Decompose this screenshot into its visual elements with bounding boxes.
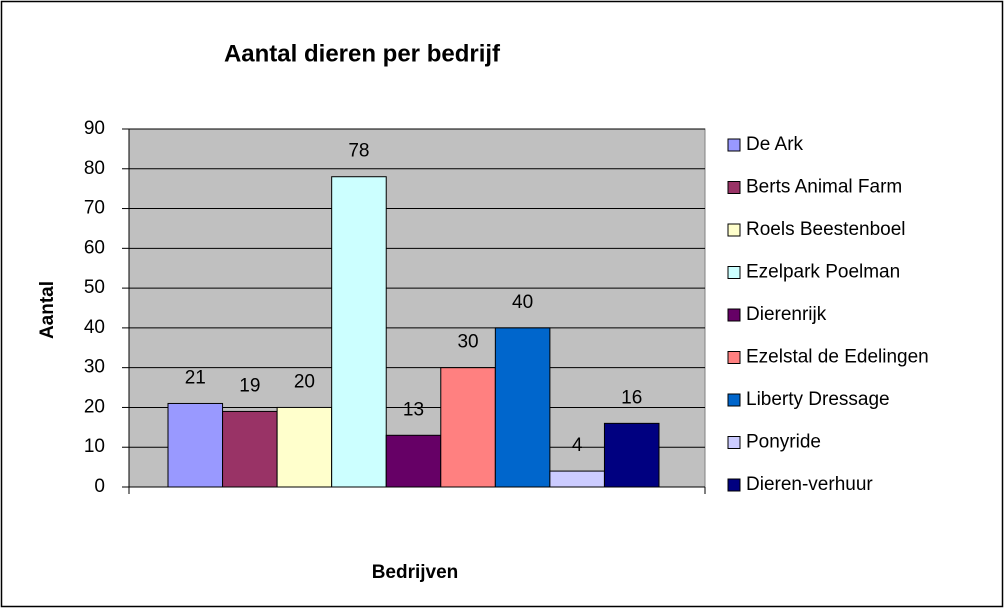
y-axis-label: Aantal: [37, 281, 58, 339]
legend-swatch: [727, 308, 741, 322]
legend-swatch: [727, 266, 741, 279]
data-label: 19: [239, 375, 260, 396]
legend-swatch: [727, 351, 741, 364]
legend-label: Ponyride: [746, 432, 821, 453]
data-label: 21: [185, 367, 206, 388]
legend-label: Dieren-verhuur: [746, 474, 873, 495]
y-tick-label: 10: [84, 436, 105, 457]
data-label: 78: [348, 141, 369, 162]
data-label: 13: [403, 399, 424, 420]
legend-label: De Ark: [746, 134, 804, 155]
legend-label: Dierenrijk: [746, 304, 827, 325]
data-label: 20: [294, 371, 315, 392]
legend-swatch: [727, 478, 741, 492]
y-tick-label: 40: [84, 317, 105, 338]
data-label: 40: [512, 292, 533, 313]
legend-swatch: [727, 181, 741, 194]
y-tick-label: 80: [84, 158, 105, 179]
y-tick-label: 90: [84, 118, 105, 139]
bar: [222, 410, 278, 488]
legend-swatch: [727, 393, 741, 407]
legend-label: Ezelpark Poelman: [746, 262, 900, 283]
bar: [167, 402, 224, 488]
legend-label: Ezelstal de Edelingen: [746, 347, 929, 368]
bar: [276, 406, 333, 488]
legend-label: Liberty Dressage: [746, 389, 890, 410]
data-label: 4: [572, 435, 583, 456]
y-tick-label: 60: [84, 237, 105, 258]
legend-swatch: [727, 138, 741, 152]
legend-label: Roels Beestenboel: [746, 219, 906, 240]
y-tick-label: 20: [84, 396, 105, 417]
y-tick-label: 0: [94, 476, 105, 497]
bar: [440, 367, 496, 488]
bar: [603, 422, 660, 488]
y-tick-label: 30: [84, 357, 105, 378]
data-label: 16: [621, 387, 642, 408]
bar: [331, 176, 387, 488]
y-tick-label: 70: [84, 198, 105, 219]
y-tick-label: 50: [84, 277, 105, 298]
data-label: 30: [457, 332, 478, 353]
bar: [385, 434, 442, 488]
x-axis-label: Bedrijven: [372, 562, 459, 583]
legend-swatch: [727, 223, 741, 237]
bar: [549, 470, 605, 488]
legend-swatch: [727, 436, 741, 449]
chart-title: Aantal dieren per bedrijf: [224, 40, 501, 67]
legend-label: Berts Animal Farm: [746, 177, 902, 198]
bar: [494, 327, 551, 488]
